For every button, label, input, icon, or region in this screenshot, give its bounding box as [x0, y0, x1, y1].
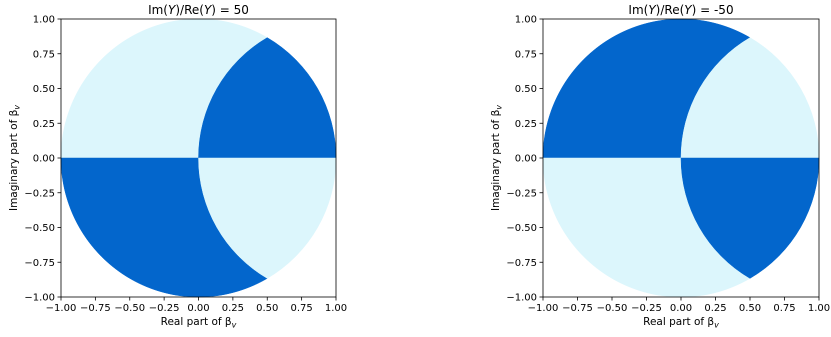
- y-tick-label: 0.25: [515, 119, 537, 130]
- x-axis-ticks: −1.00 −0.75 −0.50 −0.25 0.00 0.25 0.50 0.75 1.00: [46, 297, 347, 314]
- chart-title: Im(Y)/Re(Y) = -50: [628, 3, 733, 17]
- x-tick-label: −0.25: [149, 303, 180, 314]
- x-tick-label: 0.00: [670, 303, 692, 314]
- y-tick-label: −0.50: [506, 223, 537, 234]
- x-tick-label: −0.75: [562, 303, 593, 314]
- y-tick-label: 1.00: [515, 15, 537, 26]
- region-upper-right-light: [680, 37, 820, 159]
- x-axis-ticks: −1.00 −0.75 −0.50 −0.25 0.00 0.25 0.50 0.75 1.00: [528, 297, 830, 314]
- y-axis-label: Imaginary part of βv: [490, 105, 504, 211]
- y-tick-label: −1.00: [24, 293, 55, 304]
- y-axis-label: Imaginary part of βv: [8, 105, 22, 211]
- x-tick-label: 1.00: [808, 303, 830, 314]
- x-tick-label: 0.00: [187, 303, 209, 314]
- y-tick-label: −0.25: [506, 188, 537, 199]
- x-tick-label: −1.00: [528, 303, 559, 314]
- x-tick-label: −0.50: [114, 303, 145, 314]
- y-tick-label: 0.50: [33, 84, 55, 95]
- y-tick-label: −0.50: [24, 223, 55, 234]
- y-tick-label: 0.75: [515, 49, 537, 60]
- y-tick-label: −0.75: [24, 258, 55, 269]
- x-tick-label: −0.50: [597, 303, 628, 314]
- x-tick-label: 0.50: [256, 303, 278, 314]
- x-tick-label: −1.00: [46, 303, 77, 314]
- y-tick-label: 1.00: [33, 15, 55, 26]
- region-lower-right-light: [198, 157, 337, 279]
- y-tick-label: −0.25: [24, 188, 55, 199]
- x-tick-label: 0.75: [290, 303, 312, 314]
- y-axis-ticks: −1.00 −0.75 −0.50 −0.25 0.00 0.25 0.50 0.75 1.00: [24, 15, 61, 304]
- y-tick-label: 0.25: [33, 119, 55, 130]
- x-tick-label: −0.75: [80, 303, 111, 314]
- y-tick-label: 0.00: [515, 154, 537, 165]
- x-tick-label: 1.00: [325, 303, 347, 314]
- x-tick-label: 0.25: [222, 303, 244, 314]
- x-tick-label: 0.75: [773, 303, 795, 314]
- x-axis-label: Real part of βv: [161, 316, 237, 330]
- chart-title: Im(Y)/Re(Y) = 50: [148, 3, 249, 17]
- region-upper-right-dark: [198, 37, 337, 159]
- y-tick-label: −1.00: [506, 293, 537, 304]
- region-lower-right-dark: [680, 157, 820, 279]
- subplot-left: −1.00 −0.75 −0.50 −0.25 0.00 0.25 0.50 0.75 1.00…: [8, 3, 347, 330]
- x-tick-label: 0.50: [739, 303, 761, 314]
- subplot-right: −1.00 −0.75 −0.50 −0.25 0.00 0.25 0.50 0.75 1.00…: [490, 3, 830, 330]
- x-tick-label: 0.25: [704, 303, 726, 314]
- y-tick-label: 0.75: [33, 49, 55, 60]
- y-axis-ticks: −1.00 −0.75 −0.50 −0.25 0.00 0.25 0.50 0.75 1.00: [506, 15, 543, 304]
- plot-area: [542, 18, 820, 298]
- y-tick-label: −0.75: [506, 258, 537, 269]
- y-tick-label: 0.00: [33, 154, 55, 165]
- plot-area: [60, 18, 337, 298]
- y-tick-label: 0.50: [515, 84, 537, 95]
- x-tick-label: −0.25: [631, 303, 662, 314]
- x-axis-label: Real part of βv: [643, 316, 719, 330]
